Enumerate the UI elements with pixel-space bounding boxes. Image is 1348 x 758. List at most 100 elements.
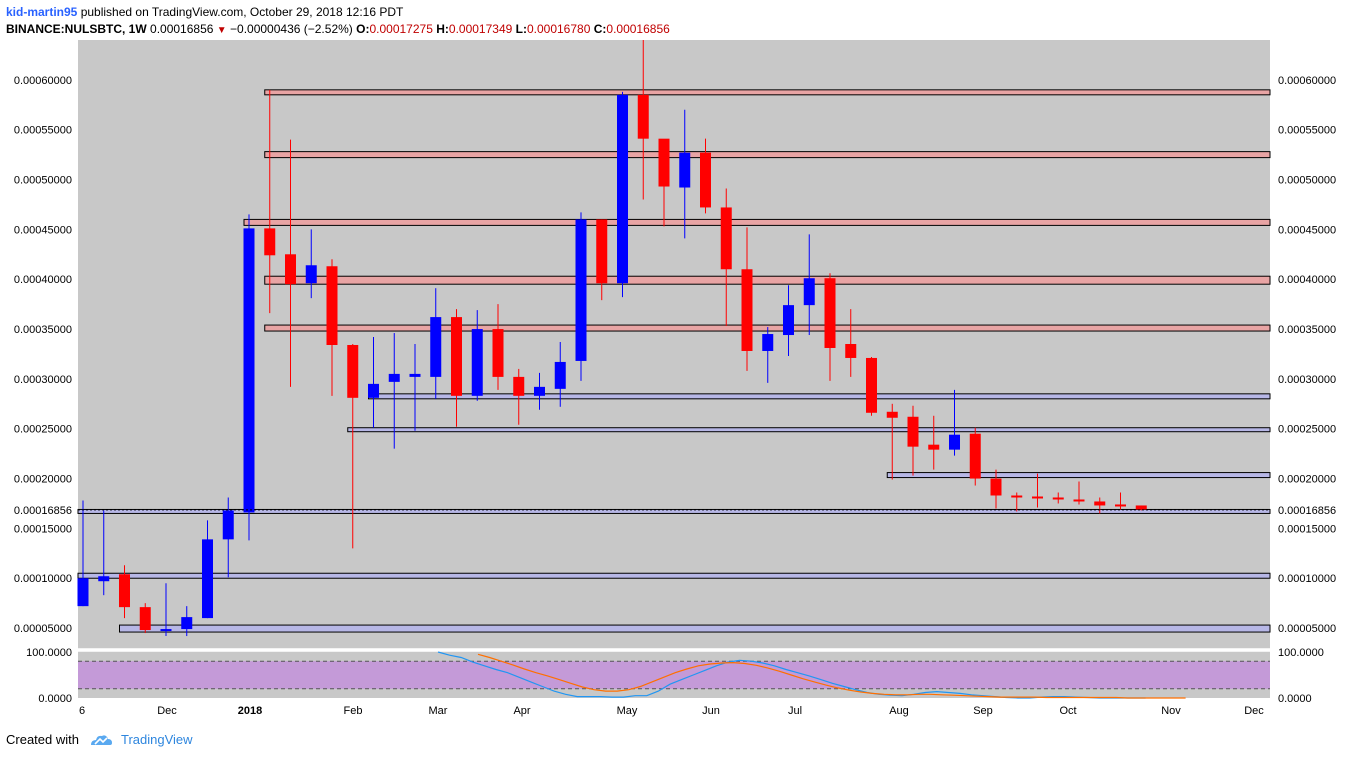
candle-body xyxy=(368,383,379,398)
candle-body xyxy=(866,357,877,413)
chart-header: kid-martin95 published on TradingView.co… xyxy=(6,4,670,39)
zone-resistance-1 xyxy=(264,151,1271,159)
y-tick-left: 0.00010000 xyxy=(14,573,72,585)
candle-body xyxy=(347,344,359,398)
price-change: −0.00000436 (−2.52%) xyxy=(230,22,353,36)
zone-resistance-3 xyxy=(264,275,1271,285)
candle-body xyxy=(1052,497,1064,500)
tradingview-link[interactable]: TradingView xyxy=(120,732,193,747)
candle-body xyxy=(762,334,774,351)
candle-body xyxy=(222,510,234,540)
footer: Created with TradingView xyxy=(6,732,193,747)
candle-body xyxy=(886,411,898,418)
x-tick: Jul xyxy=(788,705,802,717)
x-tick: Nov xyxy=(1161,705,1181,717)
candle-body xyxy=(575,219,587,361)
y-tick-left: 0.00040000 xyxy=(14,274,72,286)
author-link[interactable]: kid-martin95 xyxy=(6,5,78,19)
candle-body xyxy=(1135,505,1147,510)
candle-body xyxy=(534,386,545,396)
rsi-tick-right: 0.0000 xyxy=(1278,693,1312,705)
y-tick-left: 0.00005000 xyxy=(14,623,72,635)
publish-text: published on TradingView.com, October 29… xyxy=(80,5,404,19)
y-tick-left: 0.00015000 xyxy=(14,523,72,535)
candle-body xyxy=(928,444,940,450)
y-tick-right: 0.00055000 xyxy=(1278,125,1336,137)
ohlc-line: BINANCE:NULSBTC, 1W 0.00016856 ▼ −0.0000… xyxy=(6,21,670,39)
x-tick: Sep xyxy=(973,705,993,717)
rsi-series-1 xyxy=(477,653,1186,699)
y-tick-right: 0.00050000 xyxy=(1278,175,1336,187)
candle-body xyxy=(388,373,400,382)
last-price: 0.00016856 xyxy=(150,22,214,36)
y-tick-left: 0.00050000 xyxy=(14,175,72,187)
x-tick: 6 xyxy=(79,705,85,717)
y-tick-left: 0.00025000 xyxy=(14,424,72,436)
candle-body xyxy=(969,433,981,479)
candle-body xyxy=(907,416,919,447)
zone-support-6 xyxy=(347,427,1271,433)
candle-body xyxy=(202,539,213,619)
candle-body xyxy=(77,578,89,607)
rsi-tick-left: 0.0000 xyxy=(38,693,72,705)
candle-body xyxy=(803,278,815,306)
left-axis-panel xyxy=(6,40,78,698)
candle-body xyxy=(264,228,276,256)
x-tick: Dec xyxy=(1244,705,1264,717)
x-tick: Feb xyxy=(344,705,363,717)
low-value: 0.00016780 xyxy=(526,22,591,36)
zone-resistance-2 xyxy=(243,218,1271,226)
price-pane xyxy=(78,40,1270,648)
candle-body xyxy=(1115,504,1126,507)
symbol-label: BINANCE:NULSBTC, 1W xyxy=(6,22,147,36)
y-tick-left: 0.00035000 xyxy=(14,324,72,336)
y-tick-right: 0.00060000 xyxy=(1278,75,1336,87)
tradingview-cloud-icon xyxy=(90,734,112,745)
candle-body xyxy=(1032,496,1043,499)
y-tick-right: 0.00035000 xyxy=(1278,324,1336,336)
candle-body xyxy=(783,305,794,336)
y-tick-left: 0.00030000 xyxy=(14,374,72,386)
rsi-tick-left: 100.0000 xyxy=(26,647,72,659)
candle-body xyxy=(824,278,836,348)
y-tick-right: 0.00020000 xyxy=(1278,474,1336,486)
last-price-label-right-box xyxy=(1272,502,1338,517)
y-tick-right: 0.00015000 xyxy=(1278,523,1336,535)
close-label: C: xyxy=(593,22,607,36)
x-tick: Aug xyxy=(889,705,909,717)
zone-support-10 xyxy=(119,624,1271,633)
candle-body xyxy=(243,228,255,513)
candle-body xyxy=(305,265,317,284)
y-tick-left: 0.00060000 xyxy=(14,75,72,87)
candle-body xyxy=(326,266,338,345)
candle-body xyxy=(700,152,711,208)
candle-body xyxy=(409,373,421,377)
y-tick-left: 0.00045000 xyxy=(14,224,72,236)
candle-body xyxy=(1073,499,1085,502)
candle-body xyxy=(617,94,628,284)
high-label: H: xyxy=(436,22,449,36)
time-axis-panel xyxy=(6,698,1340,720)
close-value: 0.00016856 xyxy=(606,22,670,36)
candle-body xyxy=(98,576,110,582)
y-tick-right: 0.00010000 xyxy=(1278,573,1336,585)
candle-body xyxy=(1094,501,1106,506)
rsi-tick-right: 100.0000 xyxy=(1278,647,1324,659)
candle-body xyxy=(637,94,649,139)
right-axis-panel xyxy=(1270,40,1340,698)
candle-body xyxy=(285,254,296,285)
candle-body xyxy=(679,152,691,188)
candle-body xyxy=(658,138,670,187)
candle-body xyxy=(471,329,483,396)
y-tick-left: 0.00055000 xyxy=(14,125,72,137)
candle-body xyxy=(741,269,753,351)
down-arrow-icon: ▼ xyxy=(216,25,227,36)
x-tick: Dec xyxy=(157,705,177,717)
rsi-series-0 xyxy=(437,651,1146,699)
zone-resistance-0 xyxy=(264,89,1271,96)
candle-body xyxy=(119,574,130,608)
high-value: 0.00017349 xyxy=(448,22,513,36)
candle-body xyxy=(181,617,193,630)
y-tick-left: 0.00020000 xyxy=(14,474,72,486)
